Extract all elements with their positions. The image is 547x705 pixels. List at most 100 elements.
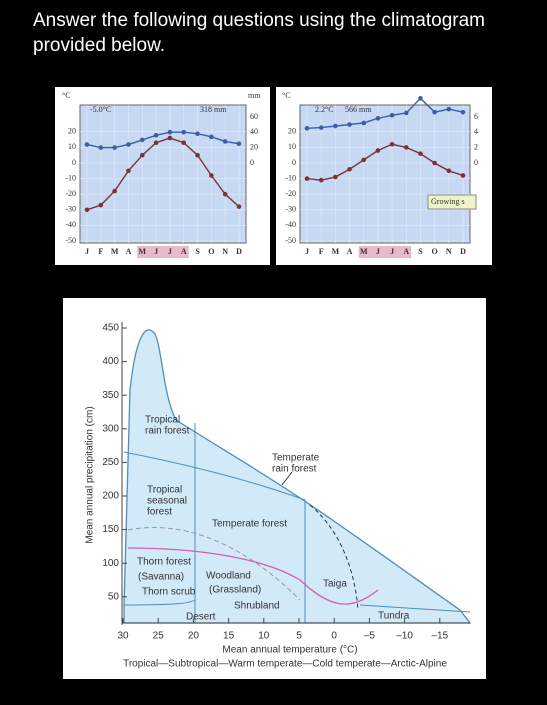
point-precipitation [389, 112, 395, 118]
biome-label: rain forest [145, 426, 190, 437]
point-precipitation [460, 109, 466, 115]
x-tick-label: 5 [296, 631, 302, 642]
point-temperature [318, 177, 324, 183]
point-precipitation [304, 126, 310, 131]
point-precipitation [98, 145, 104, 150]
plot-area [299, 104, 471, 244]
y-tick-label: 250 [102, 457, 119, 468]
month-label: F [98, 247, 103, 256]
x-tick-label: 10 [258, 631, 270, 642]
y-tick-label: 20 [68, 127, 76, 136]
x-axis-subtitle: Tropical—Subtropical—Warm temperate—Cold… [123, 659, 447, 670]
y-tick-label: 450 [102, 323, 119, 334]
month-label: M [332, 247, 340, 256]
biome-label: rain forest [272, 464, 317, 475]
y-tick-label: 20 [288, 127, 296, 136]
point-precipitation [403, 110, 409, 116]
month-label: J [390, 247, 394, 256]
label-pointer [281, 471, 293, 486]
biome-boundary [123, 451, 306, 501]
question-line: Answer the following questions using the… [33, 10, 485, 31]
point-temperature [236, 204, 242, 209]
month-label: N [222, 247, 228, 256]
point-temperature [418, 151, 423, 156]
y-tick-label: 300 [102, 423, 119, 434]
biome-label: Thorn scrub [142, 587, 196, 598]
taiga-boundary [309, 504, 359, 611]
y2-tick-label: 6 [474, 112, 478, 121]
note: Growing s [431, 197, 465, 206]
month-label: A [181, 247, 187, 256]
x-tick-label: 30 [117, 631, 129, 642]
y-tick-label: -30 [65, 205, 76, 214]
point-precipitation [126, 142, 131, 147]
growing-season [137, 246, 189, 258]
y-tick-label: 100 [102, 558, 119, 569]
x-tick-label: –15 [431, 631, 448, 642]
point-precipitation [418, 96, 423, 101]
point-precipitation [209, 134, 214, 140]
point-precipitation [84, 142, 90, 147]
y-tick-label: -20 [285, 189, 296, 198]
y-tick-label: -20 [65, 189, 76, 198]
point-precipitation [139, 137, 145, 143]
y-axis-title: Mean annual precipitation (cm) [85, 406, 96, 543]
biome-label: Tropical [145, 415, 180, 426]
biome-label: (Grassland) [209, 585, 261, 596]
y-tick-label: 0 [72, 158, 76, 167]
x-tick-label: –10 [396, 631, 413, 642]
month-label: D [236, 247, 242, 256]
point-precipitation [181, 129, 187, 135]
biome-label: Tropical [147, 485, 182, 496]
biome-label: forest [147, 507, 172, 518]
line-precipitation [86, 131, 240, 149]
y-tick-label: -40 [285, 220, 296, 229]
point-precipitation [361, 120, 367, 126]
point-temperature [389, 141, 395, 147]
y-tick-label: 200 [102, 491, 119, 502]
y2-tick-label: 20 [250, 143, 258, 152]
y2-tick-label: 40 [250, 127, 258, 136]
point-temperature [403, 145, 409, 150]
y2-tick-label: 0 [250, 158, 254, 167]
month-label: M [360, 247, 368, 256]
point-precipitation [347, 122, 352, 127]
biome-label: Temperate [272, 453, 320, 464]
point-temperature [181, 140, 187, 146]
grassland-boundary [127, 547, 379, 605]
point-precipitation [432, 109, 437, 115]
point-temperature [139, 152, 145, 158]
plot-area [79, 104, 247, 244]
y-tick-label: 350 [102, 390, 119, 401]
biome-label: Desert [186, 612, 216, 623]
point-precipitation [446, 106, 452, 112]
point-temperature [361, 157, 367, 163]
month-label: J [305, 247, 309, 256]
total-precip: 318 mm [200, 105, 227, 114]
month-label: O [208, 247, 214, 256]
x-axis-title: Mean annual temperature (°C) [222, 645, 357, 656]
point-precipitation [167, 129, 173, 135]
y-tick-label: -40 [65, 220, 76, 229]
biome-label: (Savanna) [138, 572, 184, 583]
point-temperature [432, 160, 437, 166]
x-tick-label: 25 [153, 631, 165, 642]
temp-unit: °C [62, 91, 71, 100]
y-tick-label: 10 [288, 142, 296, 151]
point-precipitation [153, 132, 159, 138]
month-label: A [403, 247, 409, 256]
point-temperature [195, 152, 200, 158]
point-temperature [222, 191, 228, 197]
month-label: D [460, 247, 466, 256]
precip-unit: mm [248, 91, 261, 100]
month-label: O [432, 247, 438, 256]
biome-label: Woodland [206, 571, 251, 582]
mean-temp: -5.0°C [90, 105, 111, 114]
y-tick-label: -10 [285, 173, 296, 182]
biome-label: Tundra [378, 611, 410, 622]
month-label: M [111, 247, 119, 256]
point-precipitation [236, 141, 242, 147]
point-precipitation [222, 139, 228, 144]
y-tick-label: 0 [292, 158, 296, 167]
